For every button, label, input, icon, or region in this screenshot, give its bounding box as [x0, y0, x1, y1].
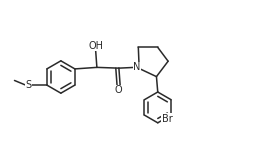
- Text: N: N: [133, 62, 141, 72]
- Text: Br: Br: [162, 114, 172, 124]
- Text: OH: OH: [88, 41, 103, 51]
- Text: O: O: [115, 85, 123, 95]
- Text: S: S: [26, 80, 32, 90]
